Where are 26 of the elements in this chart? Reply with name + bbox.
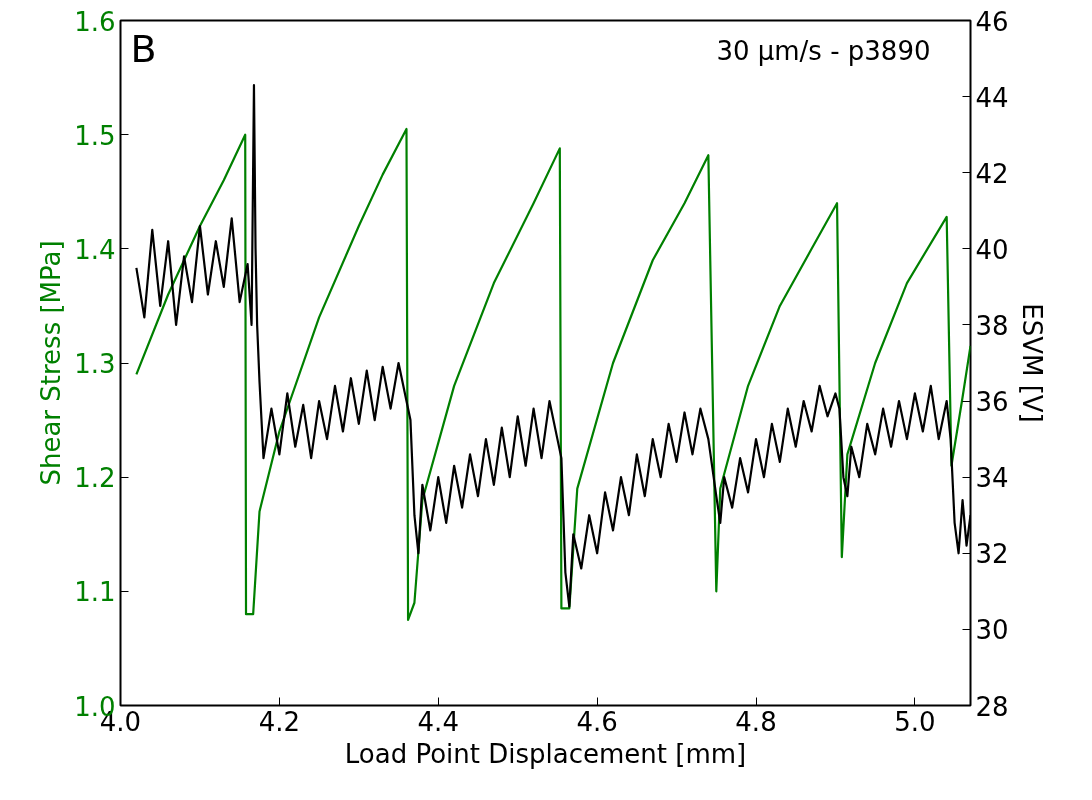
y2-axis-title: ESVM [V] (1016, 303, 1047, 423)
y-axis-title: Shear Stress [MPa] (36, 240, 67, 486)
y2-tick-label: 38 (975, 310, 1009, 341)
annotation: B (130, 26, 157, 71)
y2-tick-label: 42 (975, 158, 1009, 189)
x-tick-label: 5.0 (894, 706, 936, 737)
y2-tick-label: 40 (975, 234, 1009, 265)
y-tick-label: 1.2 (74, 463, 116, 494)
y-tick-label: 1.3 (74, 349, 116, 379)
y2-tick-label: 30 (975, 615, 1009, 646)
annotation: 30 μm/s - p3890 (716, 35, 931, 66)
x-tick-label: 4.8 (735, 706, 777, 737)
x-tick-label: 4.2 (258, 706, 301, 737)
y2-tick-label: 36 (975, 387, 1009, 418)
y-tick-label: 1.6 (74, 6, 116, 37)
x-axis-title: Load Point Displacement [mm] (344, 738, 747, 769)
x-tick-label: 4.6 (576, 706, 618, 737)
y-tick-label: 1.4 (74, 234, 116, 265)
y-tick-label: 1.5 (74, 120, 116, 151)
y-tick-label: 1.1 (74, 577, 116, 608)
y2-tick-label: 28 (975, 691, 1009, 722)
y2-tick-label: 32 (975, 539, 1009, 570)
y2-tick-label: 34 (975, 463, 1009, 494)
x-tick-label: 4.4 (417, 706, 459, 737)
y2-tick-label: 46 (975, 6, 1009, 37)
y2-tick-label: 44 (975, 82, 1009, 113)
